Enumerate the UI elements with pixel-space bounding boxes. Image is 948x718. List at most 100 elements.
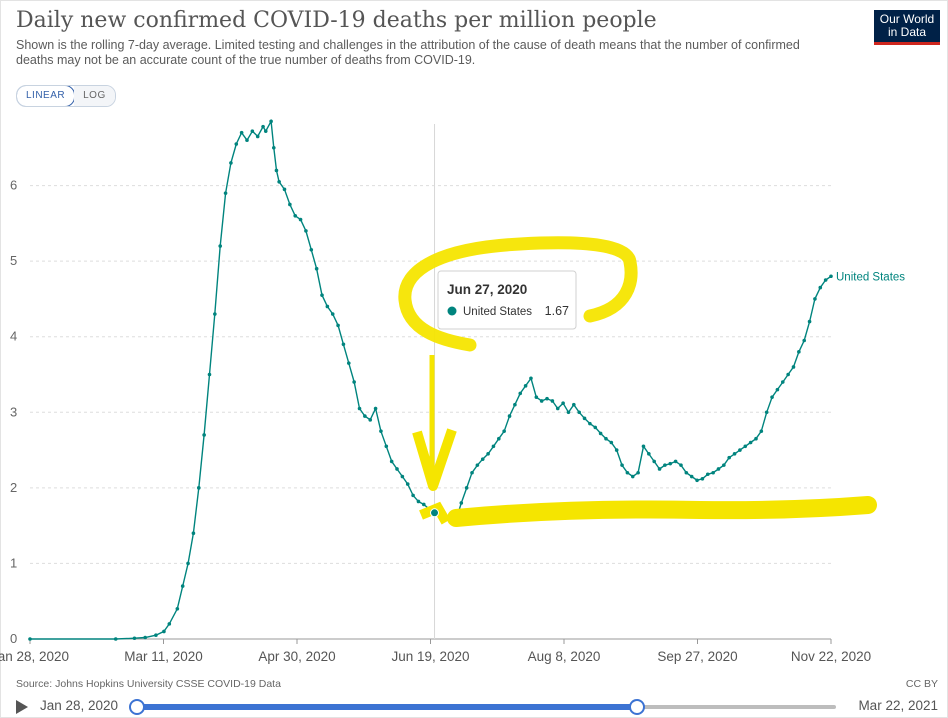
data-point (609, 440, 614, 445)
x-tick-label: Nov 22, 2020 (791, 649, 871, 664)
data-point (797, 350, 801, 354)
data-point (818, 285, 823, 290)
data-point (175, 606, 180, 611)
data-point (400, 474, 405, 479)
data-point (346, 361, 351, 365)
data-point (113, 637, 118, 641)
y-tick-label: 1 (10, 555, 17, 570)
timeline-start-handle[interactable] (129, 699, 145, 715)
data-point (180, 584, 185, 588)
data-point (770, 395, 774, 399)
y-tick-label: 0 (10, 631, 17, 646)
data-point (780, 380, 785, 384)
y-tick-label: 2 (10, 480, 17, 495)
chart-subtitle: Shown is the rolling 7-day average. Limi… (16, 38, 800, 67)
timeline-selected-range (136, 704, 636, 710)
x-tick-label: Jan 28, 2020 (0, 649, 69, 664)
data-point (293, 214, 298, 218)
data-point (716, 467, 721, 471)
data-point (213, 312, 217, 316)
data-point (802, 338, 807, 343)
data-point (422, 502, 426, 507)
data-point (486, 452, 490, 456)
data-point (625, 470, 630, 475)
data-point (271, 145, 276, 150)
data-point (700, 476, 705, 481)
data-point (561, 401, 565, 406)
highlight-scribble-circle (398, 236, 638, 352)
data-point (829, 274, 833, 279)
data-point (475, 463, 480, 467)
license-link[interactable]: CC BY (905, 678, 938, 690)
y-tick-label: 5 (10, 253, 17, 268)
data-point (673, 459, 678, 464)
data-point (363, 414, 367, 418)
data-point (373, 406, 378, 411)
tooltip-value: 1.67 (545, 304, 569, 318)
data-point (405, 482, 410, 486)
data-point (513, 402, 517, 407)
data-point (732, 452, 737, 456)
data-point (641, 444, 646, 449)
data-point (604, 436, 608, 441)
data-point (738, 448, 742, 452)
source-note[interactable]: Source: Johns Hopkins University CSSE CO… (16, 678, 281, 690)
data-point (695, 478, 699, 483)
hover-marker (430, 508, 440, 518)
data-point (823, 278, 828, 282)
data-point (314, 266, 319, 271)
logo-line-1: Our World (879, 12, 935, 26)
data-point (411, 493, 415, 498)
data-point (636, 470, 640, 475)
data-point (743, 444, 748, 449)
data-point (143, 635, 147, 640)
data-point (218, 244, 223, 248)
data-point (223, 191, 228, 195)
data-point (261, 124, 265, 129)
data-point (598, 431, 603, 436)
data-point (555, 406, 560, 411)
data-point (186, 561, 190, 566)
data-point (764, 410, 769, 415)
scale-toggle: LINEAR LOG (16, 85, 116, 107)
data-point (614, 448, 619, 452)
logo-line-2: in Data (887, 25, 927, 39)
data-point (196, 486, 201, 490)
data-point (132, 636, 137, 641)
data-point (748, 440, 753, 445)
series-end-label: United States (836, 271, 905, 283)
data-point (652, 459, 656, 464)
y-tick-label: 6 (10, 178, 17, 193)
y-tick-label: 4 (10, 329, 17, 344)
data-point (539, 399, 544, 403)
timeline-start-date: Jan 28, 2020 (40, 698, 119, 713)
owid-logo[interactable]: Our World in Data (874, 10, 940, 45)
data-point (786, 372, 790, 377)
data-point (754, 436, 758, 441)
timeline-end-handle[interactable] (628, 699, 645, 715)
tooltip-box (437, 270, 577, 330)
data-point (352, 380, 356, 384)
data-point (497, 436, 501, 441)
data-point (545, 396, 549, 401)
data-point (288, 202, 292, 207)
log-scale-button[interactable]: LOG (74, 86, 115, 106)
chart-title: Daily new confirmed COVID-19 deaths per … (16, 8, 657, 33)
x-tick-label: Jun 19, 2020 (391, 649, 469, 664)
data-point (229, 161, 233, 165)
data-point (336, 323, 340, 328)
data-point (250, 129, 255, 133)
play-icon[interactable] (16, 700, 28, 714)
data-point (395, 467, 399, 471)
data-point (277, 179, 281, 184)
data-point (234, 142, 239, 146)
data-point (523, 384, 528, 388)
data-point (566, 410, 571, 415)
data-point (502, 429, 506, 433)
highlight-tick-mark (419, 501, 451, 525)
data-point (368, 418, 373, 422)
data-point (807, 319, 812, 324)
data-point (480, 457, 485, 461)
data-point (357, 406, 362, 411)
data-point (459, 501, 464, 505)
